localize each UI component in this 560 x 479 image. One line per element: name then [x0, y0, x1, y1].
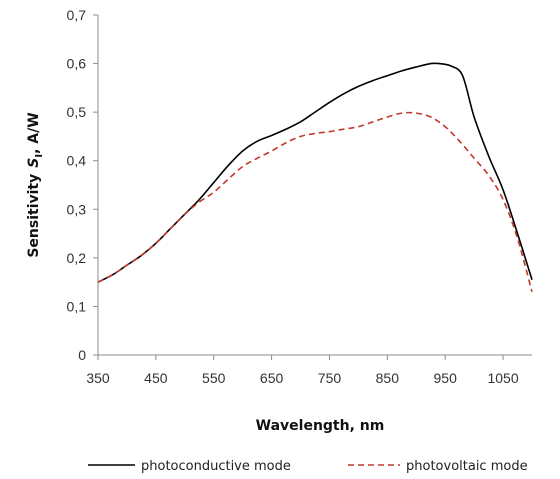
x-tick-label: 350	[86, 370, 110, 386]
y-tick-label: 0,3	[67, 201, 87, 217]
y-axis-title-unit: , A/W	[26, 112, 42, 154]
series-line-photovoltaic	[97, 111, 533, 293]
x-tick-label: 450	[144, 370, 168, 386]
y-axis-title-subscript: I	[34, 154, 45, 158]
legend-label-photoconductive: photoconductive mode	[141, 459, 291, 474]
series-layer	[97, 62, 533, 293]
plot-area: 0 0,1 0,2 0,3 0,4 0,5 0,6 0,7 350 450 550 650 750 85…	[67, 7, 533, 386]
y-tick-label: 0,2	[67, 250, 87, 266]
series-line-photoconductive	[97, 62, 533, 283]
legend-label-photovoltaic: photovoltaic mode	[406, 459, 528, 474]
x-tick-label: 550	[202, 370, 226, 386]
x-axis-ticks: 350 450 550 650 750 850 950 1050	[86, 355, 519, 386]
y-axis-ticks: 0 0,1 0,2 0,3 0,4 0,5 0,6 0,7	[67, 7, 98, 363]
y-tick-label: 0,7	[67, 7, 87, 23]
y-tick-label: 0,1	[67, 298, 87, 314]
x-tick-label: 650	[260, 370, 284, 386]
y-tick-label: 0,6	[67, 56, 87, 72]
x-tick-label: 950	[434, 370, 458, 386]
x-axis-title: Wavelength, nm	[256, 418, 385, 434]
y-tick-label: 0,4	[67, 153, 87, 169]
x-tick-label: 1050	[487, 370, 518, 386]
y-tick-label: 0	[78, 347, 86, 363]
y-axis-title-symbol: S	[26, 158, 42, 168]
y-tick-label: 0,5	[67, 104, 87, 120]
legend: photoconductive mode photovoltaic mode	[88, 459, 528, 474]
y-axis-title: Sensitivity SI, A/W	[26, 112, 45, 257]
y-axis-title-main: Sensitivity	[26, 174, 42, 258]
x-tick-label: 750	[318, 370, 342, 386]
x-tick-label: 850	[376, 370, 400, 386]
